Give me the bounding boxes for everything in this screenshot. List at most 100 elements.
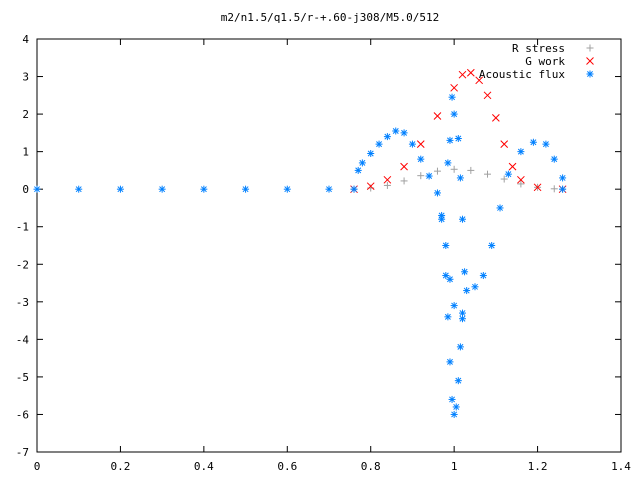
data-point <box>158 185 166 193</box>
x-tick-label: 0 <box>34 460 41 473</box>
y-tick-label: -5 <box>16 371 29 384</box>
data-point <box>446 136 454 144</box>
y-tick-label: -3 <box>16 296 29 309</box>
data-point <box>550 185 558 193</box>
data-point <box>416 140 425 148</box>
data-point <box>517 180 525 188</box>
data-point <box>496 204 504 212</box>
y-axis-ticks: 4 3 2 1 0 -1 -2 -3 -4 -5 -6 -7 <box>16 33 621 459</box>
data-point <box>283 185 291 193</box>
y-tick-label: -1 <box>16 221 29 234</box>
data-point <box>559 185 567 193</box>
data-point <box>533 183 542 192</box>
data-point <box>479 272 487 280</box>
data-point <box>450 165 458 173</box>
data-point <box>33 185 41 193</box>
data-point <box>450 110 458 118</box>
data-point <box>471 283 479 291</box>
data-point <box>461 268 469 276</box>
x-tick-label: 0.8 <box>361 460 381 473</box>
data-point <box>200 185 208 193</box>
chart-title: m2/n1.5/q1.5/r-+.60-j308/M5.0/512 <box>221 11 440 24</box>
data-point <box>484 170 492 178</box>
data-point <box>456 343 464 351</box>
data-point <box>438 215 446 223</box>
data-point <box>444 313 452 321</box>
y-tick-label: 4 <box>22 33 29 46</box>
data-point <box>366 182 375 191</box>
data-point <box>383 133 391 141</box>
data-point <box>417 155 425 163</box>
data-point <box>454 377 462 385</box>
data-point <box>517 175 525 184</box>
data-point <box>458 215 466 223</box>
plot-frame <box>36 38 622 453</box>
data-point <box>456 174 464 182</box>
data-point <box>383 181 391 189</box>
data-point <box>383 175 392 184</box>
legend: R stress G work Acoustic flux <box>479 42 594 81</box>
data-point <box>488 242 496 249</box>
data-point <box>500 175 508 183</box>
data-point <box>448 93 456 101</box>
data-point <box>542 140 550 148</box>
data-point <box>450 302 458 310</box>
x-tick-label: 1.4 <box>611 460 631 473</box>
data-point <box>450 410 458 418</box>
legend-marker <box>586 44 594 52</box>
data-point <box>504 170 512 178</box>
data-point <box>433 189 441 197</box>
data-point <box>466 68 475 77</box>
data-point <box>475 76 484 85</box>
data-point <box>116 185 124 193</box>
y-tick-label: 3 <box>22 71 29 84</box>
data-point <box>442 242 450 249</box>
x-tick-label: 0.6 <box>277 460 297 473</box>
data-point <box>408 140 416 148</box>
data-point <box>448 395 456 403</box>
x-tick-label: 0.4 <box>194 460 214 473</box>
data-point <box>500 140 509 148</box>
data-point <box>325 185 333 193</box>
data-point <box>450 83 458 92</box>
x-tick-label: 1.2 <box>528 460 548 473</box>
data-point <box>559 174 567 182</box>
y-tick-label: -2 <box>16 258 29 271</box>
data-point <box>467 166 475 174</box>
series-acoustic-flux <box>33 93 567 418</box>
data-point <box>458 315 466 323</box>
data-point <box>242 185 250 193</box>
legend-marker <box>586 57 594 65</box>
legend-label-r-stress: R stress <box>512 42 565 55</box>
data-point <box>492 113 500 122</box>
data-point <box>425 172 433 180</box>
data-point <box>400 177 408 185</box>
data-point <box>454 134 462 142</box>
data-point <box>375 140 383 148</box>
data-point <box>508 162 517 171</box>
data-point <box>367 150 375 158</box>
y-tick-label: 1 <box>22 146 29 159</box>
data-point <box>433 112 442 120</box>
legend-label-acoustic-flux: Acoustic flux <box>479 68 565 81</box>
data-point <box>550 155 558 163</box>
y-tick-label: 0 <box>22 183 29 196</box>
y-tick-label: -4 <box>16 333 30 346</box>
data-point <box>458 70 467 79</box>
data-point <box>529 138 537 146</box>
data-point <box>463 287 471 295</box>
data-point <box>483 91 492 100</box>
series-layer <box>33 68 567 418</box>
data-point <box>392 127 400 135</box>
data-point <box>358 159 366 167</box>
data-point <box>75 185 83 193</box>
y-tick-label: 2 <box>22 108 29 121</box>
data-point <box>452 403 460 411</box>
data-point <box>446 358 454 366</box>
data-point <box>517 148 525 156</box>
data-point <box>444 159 452 167</box>
data-point <box>400 162 408 171</box>
data-point <box>417 172 425 180</box>
